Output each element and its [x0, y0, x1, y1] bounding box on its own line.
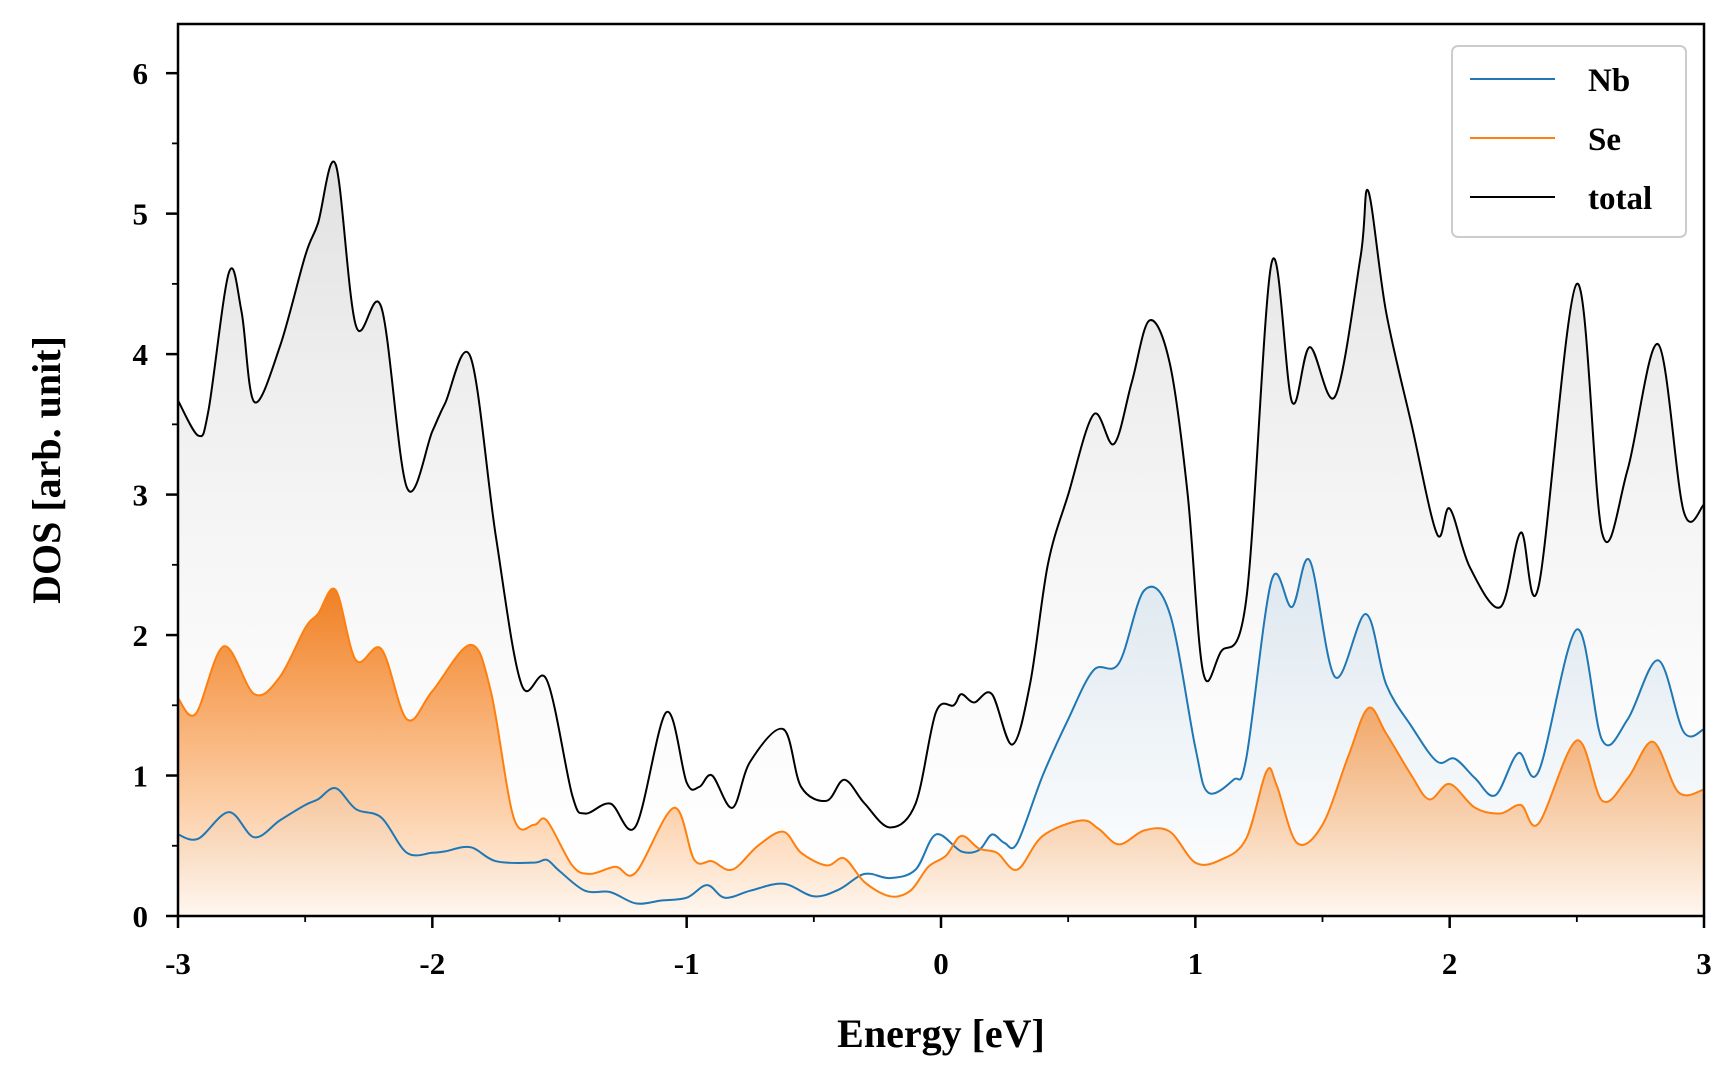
legend: Nb Se total [1451, 45, 1687, 238]
x-tick-label: -1 [674, 946, 700, 981]
y-tick-label: 6 [133, 56, 149, 91]
legend-box [1451, 45, 1687, 238]
x-tick-label: 1 [1188, 946, 1204, 981]
x-tick-label: 3 [1696, 946, 1712, 981]
line-nb [178, 558, 1704, 905]
x-axis-label: Energy [eV] [837, 1011, 1045, 1056]
y-tick-label: 0 [133, 899, 149, 934]
x-tick-label: 0 [933, 946, 949, 981]
x-tick-label: -2 [419, 946, 445, 981]
y-tick-label: 3 [133, 478, 149, 513]
line-se [178, 587, 1704, 898]
area-se [178, 588, 1704, 916]
y-tick-label: 1 [133, 759, 149, 794]
x-tick-label: 2 [1442, 946, 1458, 981]
x-tick-label: -3 [165, 946, 191, 981]
y-axis-label: DOS [arb. unit] [24, 336, 69, 604]
legend-label-nb: Nb [1588, 63, 1630, 99]
legend-label-total: total [1588, 181, 1652, 217]
y-tick-label: 2 [133, 618, 149, 653]
y-tick-label: 4 [133, 337, 149, 372]
y-tick-label: 5 [133, 197, 149, 232]
legend-label-se: Se [1588, 122, 1621, 158]
line-total [178, 160, 1704, 831]
